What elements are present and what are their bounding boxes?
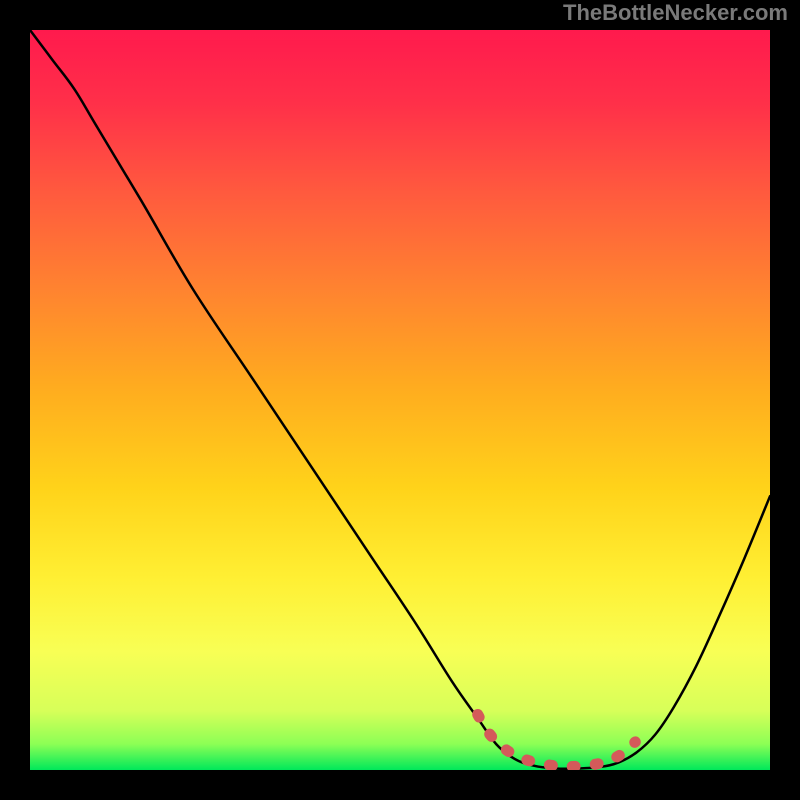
plot-area <box>30 30 770 770</box>
gradient-background <box>30 30 770 770</box>
chart-stage: TheBottleNecker.com <box>0 0 800 800</box>
bottleneck-chart-svg <box>0 0 800 800</box>
